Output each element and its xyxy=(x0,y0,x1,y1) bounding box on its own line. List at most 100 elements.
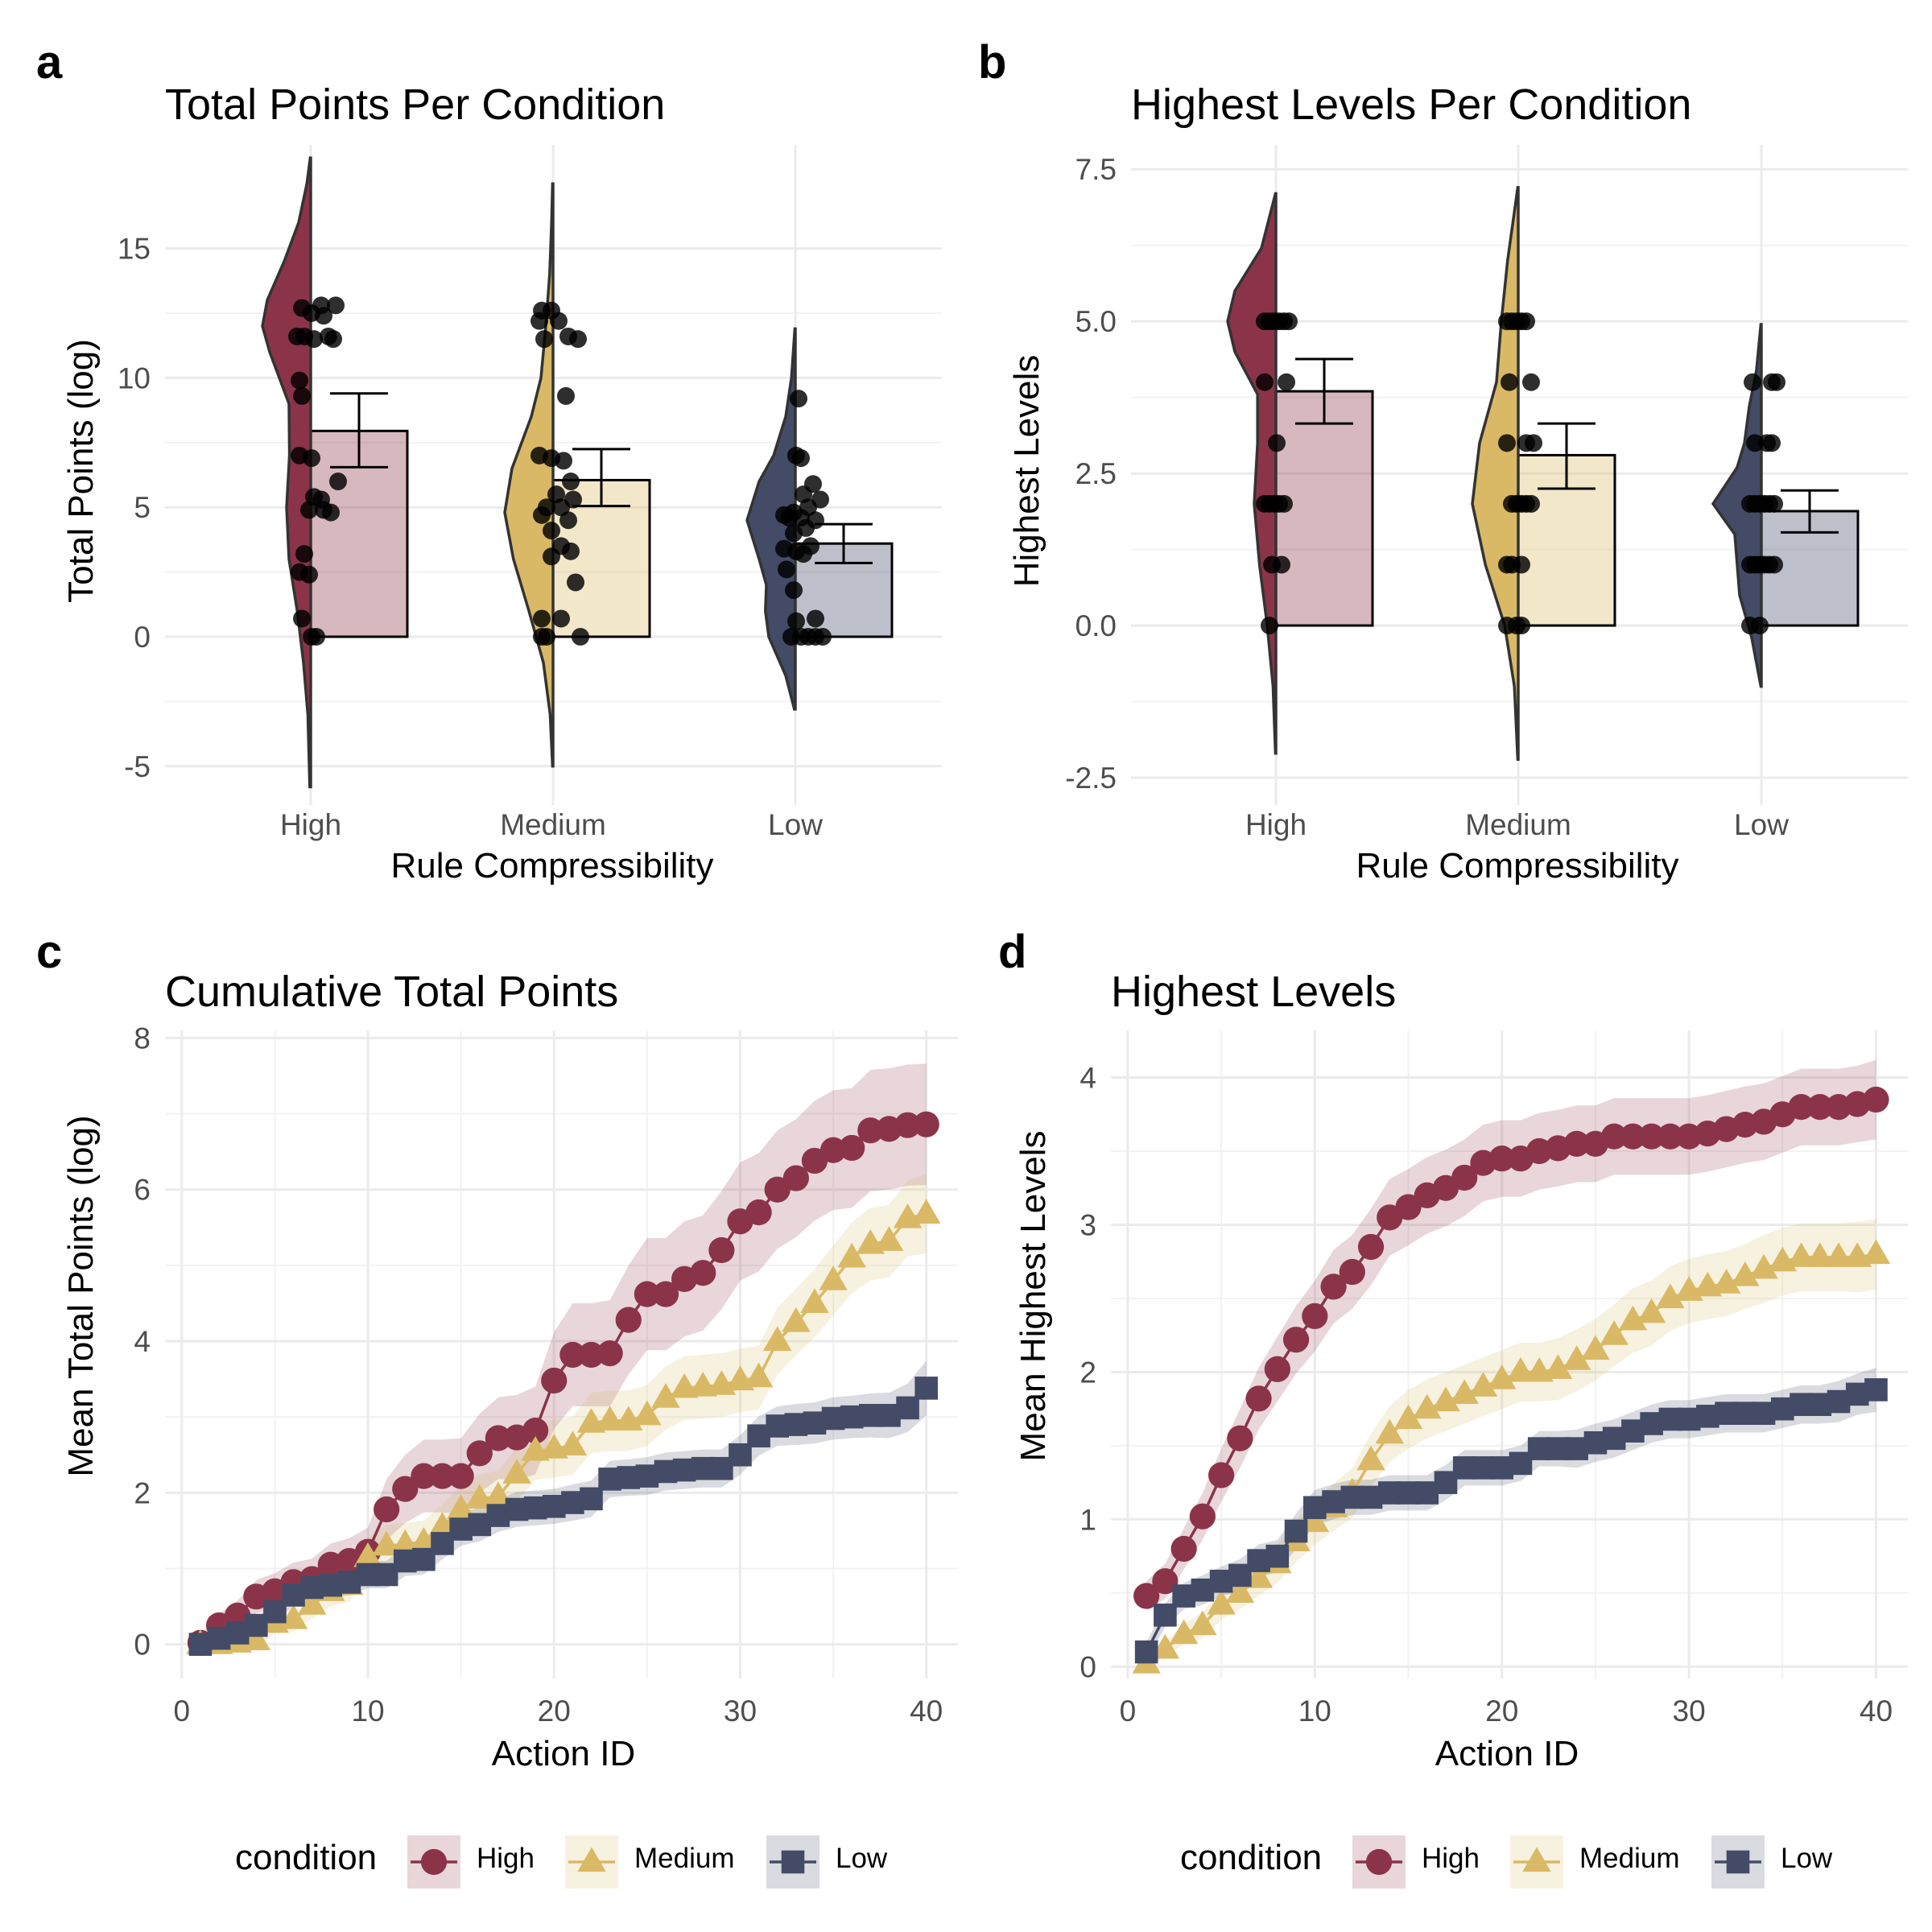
data-point-medium xyxy=(1600,1320,1629,1345)
data-point-medium xyxy=(1749,1253,1778,1279)
data-point-high xyxy=(1395,1194,1422,1220)
data-point-medium xyxy=(1656,1283,1685,1309)
panel-a-x-tick-labels: High Medium Low xyxy=(280,808,823,841)
data-point-medium xyxy=(1225,1578,1255,1603)
data-point-medium xyxy=(782,1307,811,1332)
data-point-high xyxy=(1863,1086,1889,1113)
data-point-high xyxy=(1488,1146,1515,1172)
data-point-high xyxy=(1806,1094,1833,1121)
panel-a-y-axis-title: Total Points (log) xyxy=(61,339,101,603)
ci-ribbon-medium xyxy=(1146,1219,1876,1669)
data-point-low xyxy=(1751,617,1769,635)
y-tick-label: 2 xyxy=(134,1476,151,1509)
data-point-medium xyxy=(1786,1242,1816,1267)
panel-c-y-axis-title: Mean Total Points (log) xyxy=(61,1115,101,1476)
data-point-low xyxy=(1134,1640,1158,1664)
legend-title: condition xyxy=(235,1838,377,1877)
y-tick-label: 0 xyxy=(1080,1650,1096,1683)
panel-c-x-tick-labels: 0 10 20 30 40 xyxy=(174,1695,943,1728)
data-point-medium xyxy=(1450,1379,1479,1404)
data-point-medium xyxy=(552,609,570,628)
data-point-medium xyxy=(557,386,575,405)
y-tick-label: 6 xyxy=(134,1174,151,1207)
panel-b-letter: b xyxy=(978,36,1006,89)
x-tick-label: 30 xyxy=(724,1695,757,1728)
data-point-medium xyxy=(1637,1298,1666,1323)
data-point-medium xyxy=(1522,373,1540,391)
panel-d-grid xyxy=(1111,1030,1908,1678)
panel-d-y-axis-title: Mean Highest Levels xyxy=(1013,1131,1053,1462)
data-point-medium xyxy=(572,627,589,646)
data-point-medium xyxy=(1413,1393,1442,1419)
data-point-medium xyxy=(1562,1345,1591,1370)
data-point-high xyxy=(522,1418,549,1444)
data-point-high xyxy=(291,371,308,390)
data-point-high xyxy=(1245,1385,1272,1412)
y-tick-label: 1 xyxy=(1080,1503,1096,1536)
y-tick-label: 10 xyxy=(118,361,151,394)
data-point-high xyxy=(392,1476,419,1502)
data-point-medium xyxy=(1513,555,1530,574)
data-point-low xyxy=(778,560,795,579)
data-point-high xyxy=(839,1134,865,1162)
data-point-high xyxy=(300,565,318,584)
data-point-high xyxy=(308,627,325,646)
y-tick-label: 4 xyxy=(134,1325,151,1358)
data-point-high xyxy=(1357,1233,1385,1261)
data-point-high xyxy=(324,330,342,349)
data-point-high xyxy=(1170,1535,1197,1563)
data-point-high xyxy=(1657,1123,1683,1150)
data-point-medium xyxy=(558,1430,588,1456)
legend-label-high: High xyxy=(1422,1843,1480,1874)
ci-ribbon-medium xyxy=(200,1174,927,1649)
x-tick-label-high: High xyxy=(1245,808,1307,841)
data-point-medium xyxy=(837,1242,866,1268)
data-point-medium xyxy=(595,1406,625,1430)
panel-b-y-axis-title: Highest Levels xyxy=(1007,355,1046,588)
data-point-high xyxy=(597,1340,623,1367)
x-tick-label-low: Low xyxy=(768,808,823,841)
data-point-low xyxy=(1265,1544,1290,1568)
y-tick-label: -2.5 xyxy=(1065,762,1117,795)
data-point-high xyxy=(1339,1258,1365,1286)
data-point-low xyxy=(795,545,812,564)
y-tick-label: 7.5 xyxy=(1075,153,1117,186)
x-tick-label: 0 xyxy=(1120,1695,1137,1728)
data-point-low xyxy=(1864,1378,1888,1402)
data-point-medium xyxy=(1375,1418,1404,1444)
data-point-high xyxy=(1268,434,1286,452)
data-point-medium xyxy=(530,312,548,330)
data-point-medium xyxy=(1188,1610,1217,1636)
legend-panel-d: condition High Medium Low xyxy=(1180,1835,1833,1889)
y-tick-label: 8 xyxy=(134,1022,151,1055)
x-tick-label: 0 xyxy=(174,1695,191,1728)
data-point-low xyxy=(814,627,832,646)
legend-key-marker-medium xyxy=(577,1847,606,1872)
data-point-high xyxy=(745,1199,772,1226)
panel-a-y-tick-labels: -5 0 5 10 15 xyxy=(118,233,151,783)
data-point-high xyxy=(1189,1503,1216,1530)
x-tick-label: 10 xyxy=(351,1695,384,1728)
data-point-high xyxy=(1282,1327,1310,1353)
data-point-medium xyxy=(1468,1372,1498,1397)
data-point-medium xyxy=(1169,1619,1199,1645)
legend-key-marker-low xyxy=(781,1850,805,1874)
data-point-low xyxy=(1744,373,1761,391)
x-tick-label-medium: Medium xyxy=(500,808,606,841)
data-point-medium xyxy=(1522,494,1540,513)
data-point-high xyxy=(1261,617,1278,635)
data-point-medium xyxy=(1393,1404,1423,1430)
data-point-medium xyxy=(1711,1269,1741,1294)
data-point-low xyxy=(787,612,805,630)
data-point-medium xyxy=(1861,1239,1891,1265)
data-point-high xyxy=(329,473,347,491)
data-point-high xyxy=(559,1341,586,1368)
legend-key-marker-high xyxy=(420,1848,448,1876)
panel-c-marks xyxy=(186,1063,941,1656)
data-point-high xyxy=(1451,1164,1478,1191)
data-point-medium xyxy=(819,1265,848,1290)
data-point-medium xyxy=(555,452,572,470)
data-point-medium xyxy=(1501,373,1518,391)
data-point-high xyxy=(374,1496,400,1523)
